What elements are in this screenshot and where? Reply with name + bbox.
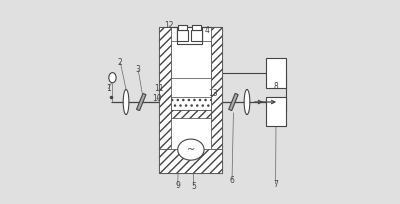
Bar — [211, 27, 222, 149]
Text: 7: 7 — [273, 180, 278, 188]
Text: 13: 13 — [208, 89, 218, 98]
Bar — [171, 41, 211, 78]
Bar — [266, 58, 286, 88]
Bar — [160, 149, 222, 173]
Ellipse shape — [244, 89, 250, 115]
Text: 5: 5 — [191, 182, 196, 191]
Text: 10: 10 — [152, 94, 162, 103]
Bar — [171, 110, 211, 118]
Text: 9: 9 — [175, 181, 180, 190]
Bar — [160, 27, 171, 149]
Bar — [192, 25, 201, 30]
Text: 12: 12 — [164, 21, 174, 30]
Bar — [177, 27, 202, 44]
Text: 1: 1 — [106, 84, 111, 93]
Bar — [171, 97, 211, 110]
Text: 11: 11 — [154, 84, 164, 93]
Bar — [160, 27, 222, 173]
Ellipse shape — [123, 89, 129, 115]
Bar — [136, 93, 146, 111]
Text: 4: 4 — [205, 26, 210, 34]
Bar — [191, 30, 202, 41]
Text: 6: 6 — [230, 175, 234, 184]
Ellipse shape — [109, 73, 116, 83]
Text: 3: 3 — [136, 65, 141, 74]
Bar — [177, 30, 188, 41]
Text: 2: 2 — [118, 58, 123, 67]
Bar — [229, 93, 238, 111]
Bar — [266, 97, 286, 126]
Text: ~: ~ — [187, 145, 195, 155]
Bar — [178, 25, 187, 30]
Ellipse shape — [178, 139, 204, 160]
Text: 8: 8 — [273, 82, 278, 91]
